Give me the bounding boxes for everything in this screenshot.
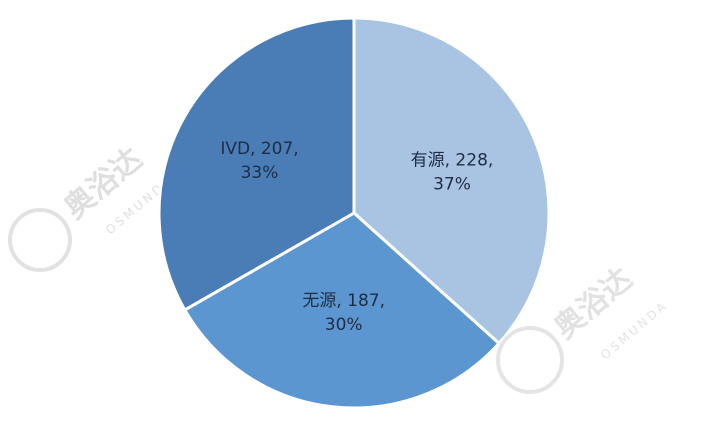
watermark-logo-icon — [496, 326, 564, 394]
pie-slice-0 — [352, 16, 551, 346]
watermark-logo-icon — [8, 208, 72, 272]
data-label-2: IVD, 207, 33% — [220, 139, 298, 183]
data-label-1: 无源, 187, 30% — [302, 291, 385, 335]
data-label-0: 有源, 228, 37% — [411, 150, 494, 194]
watermark-left: 奥浴达 OSMUNDA — [8, 141, 176, 272]
pie-slice-2 — [157, 16, 356, 312]
pie-slice-1 — [182, 211, 502, 410]
